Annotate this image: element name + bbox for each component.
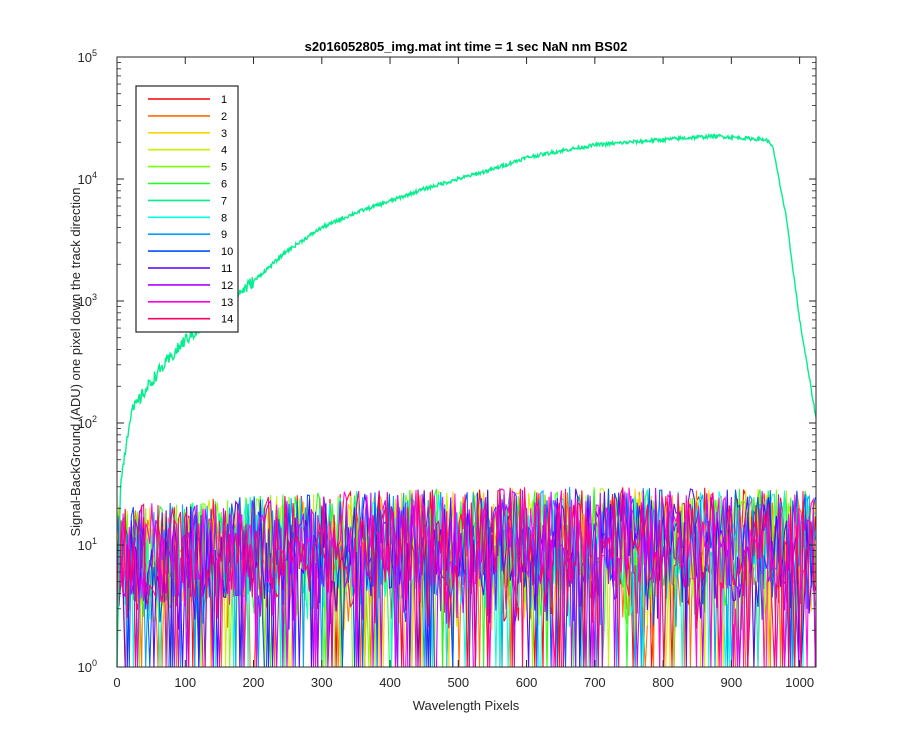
y-tick-base: 10 [78,50,92,65]
y-tick-base: 10 [78,294,92,309]
y-tick-base: 10 [78,172,92,187]
legend-label-12: 12 [221,280,233,292]
series-14-line [116,487,816,668]
y-tick-exponent: 2 [92,414,97,424]
series-13-line [116,487,816,668]
legend-label-13: 13 [221,297,233,309]
x-tick-label: 100 [174,675,196,690]
legend-label-2: 2 [221,111,227,123]
y-tick-label: 100 [78,658,97,675]
legend-box [135,85,239,333]
x-tick-label: 200 [243,675,265,690]
chart-title: s2016052805_img.mat int time = 1 sec NaN… [305,39,628,54]
x-tick-label: 800 [652,675,674,690]
y-tick-label: 104 [78,170,97,187]
y-tick-exponent: 0 [92,658,97,668]
axes-box [116,56,817,668]
y-tick-exponent: 3 [92,292,97,302]
y-tick-base: 10 [78,660,92,675]
y-tick-base: 10 [78,416,92,431]
legend-label-4: 4 [221,145,227,157]
y-tick-exponent: 5 [92,48,97,58]
legend-label-10: 10 [221,246,233,258]
x-tick-label: 500 [447,675,469,690]
y-axis-label: Signal-BackGround (ADU) one pixel down t… [68,187,83,536]
legend-label-9: 9 [221,229,227,241]
y-tick-label: 105 [78,48,97,65]
y-tick-exponent: 1 [92,536,97,546]
legend-label-5: 5 [221,162,227,174]
y-tick-label: 101 [78,536,97,553]
noise-traces [116,486,816,668]
legend-label-7: 7 [221,195,227,207]
x-axis-ticks: 0 100 200 300 400 500 600 700 800 900 1000 [113,57,814,690]
x-tick-label: 1000 [785,675,814,690]
x-axis-label: Wavelength Pixels [413,698,520,713]
legend-label-14: 14 [221,314,233,326]
x-tick-label: 300 [311,675,333,690]
x-tick-label: 400 [379,675,401,690]
y-tick-base: 10 [78,538,92,553]
y-tick-label: 103 [78,292,97,309]
x-tick-label: 700 [584,675,606,690]
legend-label-1: 1 [221,94,227,106]
x-tick-label: 900 [721,675,743,690]
y-tick-label: 102 [78,414,97,431]
legend-label-6: 6 [221,179,227,191]
x-tick-label: 0 [113,675,120,690]
legend-label-3: 3 [221,128,227,140]
legend-label-8: 8 [221,212,227,224]
y-tick-exponent: 4 [92,170,97,180]
legend-label-11: 11 [221,263,232,275]
x-tick-label: 600 [516,675,538,690]
